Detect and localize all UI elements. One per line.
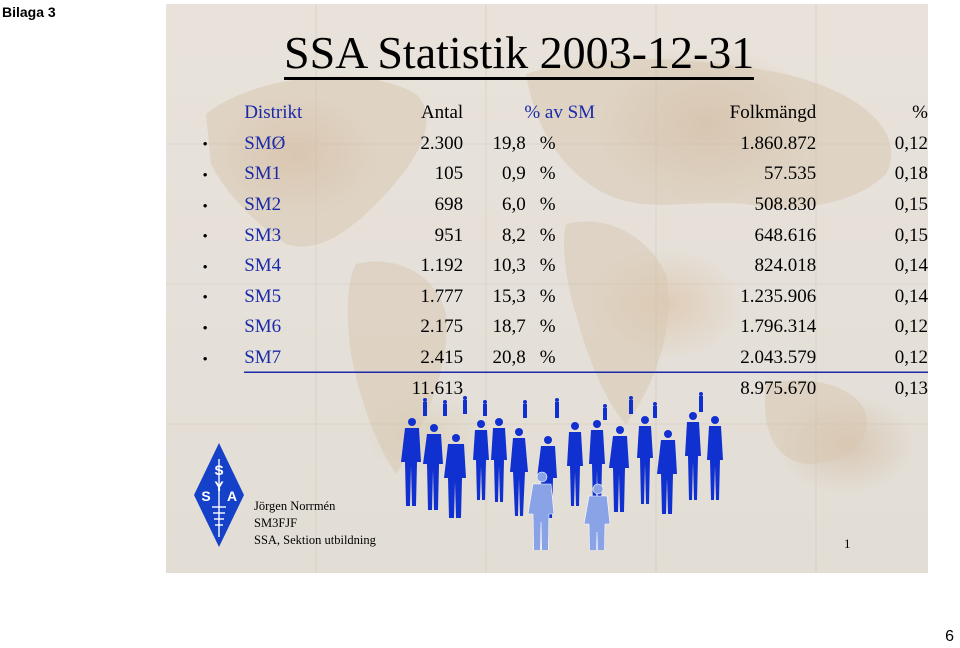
total-count-cell: 11.613 — [411, 377, 464, 399]
logo-letter: A — [227, 488, 237, 504]
district-cell: SM1 — [244, 163, 282, 185]
district-cell: SM5 — [244, 285, 282, 307]
percent-cell: 0,14 — [894, 285, 928, 307]
header-percent: % — [912, 102, 928, 124]
count-cell: 951 — [434, 224, 464, 246]
table-row: • SM4 1.192 10,3 % 824.018 0,14 — [166, 251, 928, 282]
table-row: • SM1 105 0,9 % 57.535 0,18 — [166, 159, 928, 190]
percent-sign: % — [539, 316, 556, 338]
count-cell: 2.300 — [420, 132, 464, 154]
percent-cell: 0,12 — [816, 343, 928, 374]
table-total-row: 11.613 8.975.670 0,13 — [166, 373, 928, 404]
population-cell: 2.043.579 — [626, 343, 816, 374]
district-cell: SM4 — [244, 255, 282, 277]
population-cell: 1.860.872 — [740, 132, 817, 154]
table-header-row: Distrikt Antal % av SM Folkmängd % — [166, 98, 928, 129]
logo-letter: Y — [214, 478, 224, 494]
slide-title: SSA Statistik 2003-12-31 — [284, 27, 755, 80]
bullet: • — [202, 197, 208, 213]
count-cell: 105 — [434, 163, 464, 185]
table-row: • SM3 951 8,2 % 648.616 0,15 — [166, 220, 928, 251]
share-cell: 10,3 — [492, 255, 526, 277]
count-cell: 2.175 — [420, 316, 464, 338]
header-district: Distrikt — [244, 102, 303, 124]
bullet: • — [202, 166, 208, 182]
share-cell: 18,7 — [492, 316, 526, 338]
crowd-of-people-icon — [401, 392, 723, 550]
percent-cell: 0,18 — [894, 163, 928, 185]
page-number: 6 — [945, 628, 954, 645]
slide-number: 1 — [844, 536, 851, 551]
table-row: • SM6 2.175 18,7 % 1.796.314 0,12 — [166, 312, 928, 343]
share-cell: 8,2 — [501, 224, 526, 246]
count-cell: 698 — [434, 194, 464, 216]
count-cell: 2.415 — [360, 343, 463, 374]
district-cell: SM3 — [244, 224, 282, 246]
population-cell: 1.235.906 — [740, 285, 817, 307]
logo-letter: S — [214, 462, 223, 478]
logo-letter: S — [201, 488, 210, 504]
author-name: Jörgen Norrmén — [254, 499, 336, 513]
statistics-table: Distrikt Antal % av SM Folkmängd % • SMØ… — [166, 98, 928, 404]
share-cell: 0,9 — [501, 163, 526, 185]
population-cell: 57.535 — [763, 163, 817, 185]
table-row: • SM5 1.777 15,3 % 1.235.906 0,14 — [166, 282, 928, 313]
percent-cell: 0,15 — [894, 224, 928, 246]
share-cell: 20,8 — [463, 343, 525, 374]
percent-sign: % — [539, 163, 556, 185]
bullet: • — [202, 319, 208, 335]
bullet: • — [202, 228, 208, 244]
population-cell: 824.018 — [754, 255, 817, 277]
total-percent-cell: 0,13 — [894, 377, 928, 399]
percent-sign: % — [539, 224, 556, 246]
percent-sign: % — [539, 194, 556, 216]
percent-sign: % — [539, 132, 556, 154]
percent-sign: % — [539, 285, 556, 307]
ssa-diamond-logo-icon: S Y S A — [194, 443, 244, 547]
author-callsign: SM3FJF — [254, 516, 298, 530]
percent-cell: 0,12 — [894, 132, 928, 154]
count-cell: 1.192 — [420, 255, 464, 277]
table-row: • SM2 698 6,0 % 508.830 0,15 — [166, 190, 928, 221]
bullet: • — [202, 350, 208, 366]
bullet: • — [202, 258, 208, 274]
bullet: • — [202, 289, 208, 305]
table-row: • SMØ 2.300 19,8 % 1.860.872 0,12 — [166, 129, 928, 160]
share-cell: 6,0 — [501, 194, 526, 216]
percent-cell: 0,15 — [894, 194, 928, 216]
share-cell: 15,3 — [492, 285, 526, 307]
world-map-background — [166, 4, 928, 573]
table-row: • SM7 2.415 20,8 % 2.043.579 0,12 — [166, 343, 928, 374]
slide: SSA Statistik 2003-12-31 Distrikt Antal … — [166, 4, 928, 573]
annex-label: Bilaga 3 — [2, 4, 56, 20]
percent-sign: % — [539, 255, 556, 277]
header-population: Folkmängd — [729, 102, 817, 124]
header-count: Antal — [420, 102, 464, 124]
percent-cell: 0,12 — [894, 316, 928, 338]
author-block: Jörgen Norrmén SM3FJF SSA, Sektion utbil… — [254, 498, 376, 549]
share-cell: 19,8 — [492, 132, 526, 154]
population-cell: 508.830 — [754, 194, 817, 216]
population-cell: 1.796.314 — [740, 316, 817, 338]
population-cell: 648.616 — [754, 224, 817, 246]
bullet: • — [202, 136, 208, 152]
total-population-cell: 8.975.670 — [740, 377, 817, 399]
district-cell: SM2 — [244, 194, 282, 216]
district-cell: SM6 — [244, 316, 282, 338]
percent-cell: 0,14 — [894, 255, 928, 277]
author-organization: SSA, Sektion utbildning — [254, 533, 376, 547]
district-cell: SMØ — [244, 132, 286, 154]
header-share-sm: % av SM — [524, 102, 596, 124]
percent-sign: % — [526, 343, 627, 374]
district-cell: SM7 — [244, 343, 360, 374]
count-cell: 1.777 — [420, 285, 464, 307]
